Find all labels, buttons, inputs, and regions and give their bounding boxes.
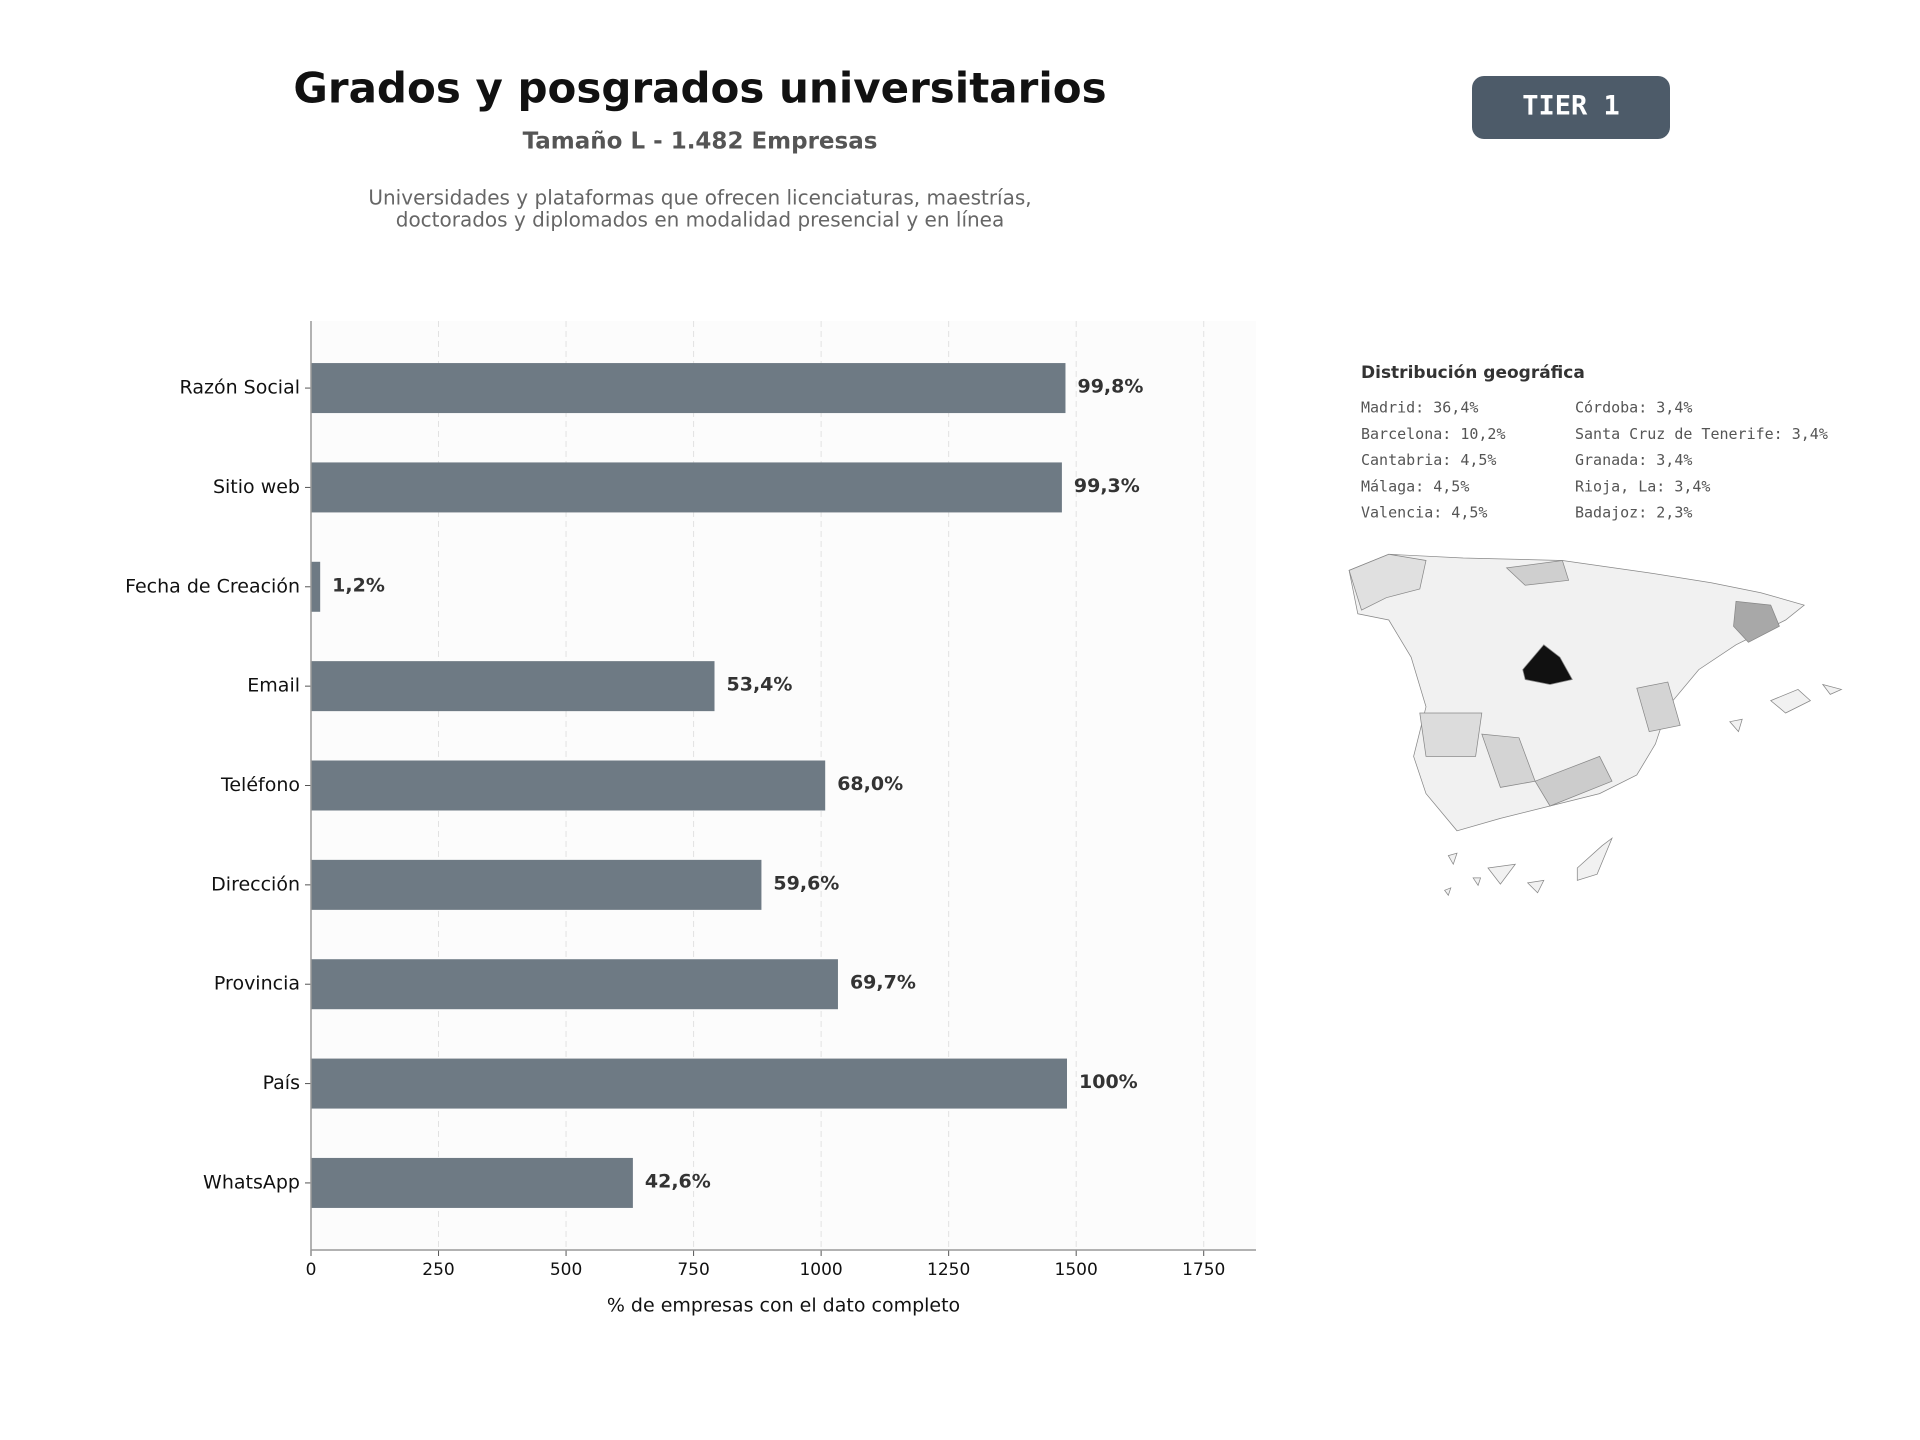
map-country <box>1348 553 1805 832</box>
value-label: 99,3% <box>1074 475 1140 497</box>
badge <box>1472 76 1670 139</box>
map-region <box>1534 755 1613 807</box>
map-region <box>1522 644 1573 685</box>
bar <box>311 959 838 1010</box>
description: Universidades y plataformas que ofrecen … <box>368 186 1031 210</box>
y-tick-label: Provincia <box>214 973 300 995</box>
geo-item: Madrid: 36,4% <box>1361 399 1478 417</box>
y-tick-label: Sitio web <box>213 476 300 498</box>
y-tick-label: Fecha de Creación <box>125 575 300 597</box>
x-tick-label: 1750 <box>1182 1260 1225 1280</box>
x-tick-label: 1000 <box>799 1260 842 1280</box>
y-tick-label: Dirección <box>211 873 300 895</box>
geo-title: Distribución geográfica <box>1361 363 1585 383</box>
map-islands <box>1444 837 1613 897</box>
geo-item: Valencia: 4,5% <box>1361 504 1487 522</box>
badge-text: TIER 1 <box>1522 91 1620 122</box>
geo-list: Madrid: 36,4% Barcelona: 10,2% Cantabria: … <box>1361 399 1828 522</box>
y-tick-label: Razón Social <box>180 377 300 399</box>
subtitle: Tamaño L - 1.482 Empresas <box>523 129 878 155</box>
x-tick-label: 250 <box>422 1260 454 1280</box>
geo-item: Córdoba: 3,4% <box>1575 399 1692 417</box>
geo-item: Rioja, La: 3,4% <box>1575 477 1710 495</box>
y-tick-label: País <box>263 1072 300 1094</box>
value-label: 1,2% <box>332 574 385 596</box>
value-label: 100% <box>1079 1071 1138 1093</box>
y-tick-label: WhatsApp <box>203 1171 300 1193</box>
geo-item: Badajoz: 2,3% <box>1575 504 1692 522</box>
geo-item: Málaga: 4,5% <box>1361 477 1469 495</box>
map-region <box>1505 560 1570 586</box>
map <box>1348 553 1843 897</box>
bar <box>311 363 1066 414</box>
value-label: 68,0% <box>837 773 903 795</box>
bar <box>311 561 321 612</box>
x-tick-label: 500 <box>550 1260 582 1280</box>
value-label: 99,8% <box>1077 376 1143 398</box>
bar <box>311 1058 1067 1109</box>
bar <box>311 859 762 910</box>
map-islands <box>1729 683 1843 733</box>
map-region <box>1419 712 1483 757</box>
map-region <box>1348 553 1427 611</box>
map-region <box>1733 600 1780 643</box>
chart: 0 250 500 750 1000 1250 1500 1750 Razón Social 99… <box>125 321 1256 1317</box>
map-region <box>1636 681 1681 733</box>
value-label: 42,6% <box>645 1170 711 1192</box>
x-tick-label: 0 <box>306 1260 317 1280</box>
x-axis-label: % de empresas con el dato completo <box>607 1295 960 1317</box>
geo-item: Santa Cruz de Tenerife: 3,4% <box>1575 425 1828 443</box>
x-tick-label: 1500 <box>1055 1260 1098 1280</box>
value-label: 59,6% <box>773 872 839 894</box>
geo-item: Barcelona: 10,2% <box>1361 425 1506 443</box>
bar <box>311 462 1062 513</box>
bar <box>311 760 826 811</box>
geo-item: Cantabria: 4,5% <box>1361 451 1496 469</box>
geo-item: Granada: 3,4% <box>1575 451 1692 469</box>
value-label: 53,4% <box>727 674 793 696</box>
bar <box>311 661 715 712</box>
x-tick-label: 750 <box>677 1260 709 1280</box>
bar <box>311 1157 633 1208</box>
x-tick-label: 1250 <box>927 1260 970 1280</box>
description: doctorados y diplomados en modalidad pre… <box>396 208 1005 232</box>
y-tick-label: Teléfono <box>220 774 300 796</box>
y-tick-label: Email <box>247 675 300 697</box>
value-label: 69,7% <box>850 972 916 994</box>
title: Grados y posgrados universitarios <box>293 64 1106 113</box>
